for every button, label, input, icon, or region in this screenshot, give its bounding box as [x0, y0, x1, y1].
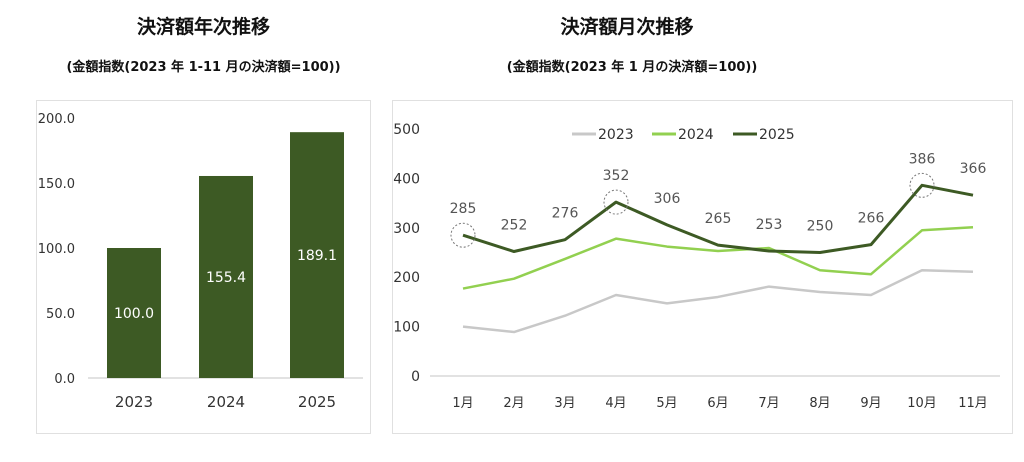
legend-label-2023: 2023 — [598, 127, 634, 143]
x-tick-label: 4月 — [605, 396, 626, 411]
monthly-chart-frame — [392, 100, 1013, 434]
y-tick-label: 0.0 — [54, 372, 75, 387]
data-label: 266 — [858, 211, 885, 227]
data-label: 276 — [552, 206, 579, 222]
bar-value-label: 155.4 — [206, 270, 246, 286]
data-label: 250 — [807, 219, 834, 235]
y-tick-label: 200.0 — [38, 112, 75, 127]
y-tick-label: 50.0 — [46, 307, 75, 322]
x-tick-label: 2024 — [207, 393, 245, 411]
x-tick-label: 7月 — [758, 396, 779, 411]
bar-2023 — [107, 248, 161, 378]
series-line-2025 — [462, 183, 974, 254]
data-label: 285 — [450, 201, 477, 217]
data-label: 265 — [705, 211, 732, 227]
monthly-chart-subtitle: (金額指数(2023 年 1 月の決済額=100)) — [506, 60, 758, 75]
x-tick-label: 9月 — [860, 396, 881, 411]
data-label: 253 — [756, 217, 783, 233]
y-tick-label: 0 — [411, 369, 420, 385]
x-tick-label: 2023 — [115, 393, 153, 411]
highlight-circle — [909, 172, 935, 198]
highlight-circle — [603, 189, 629, 215]
annual-chart-subtitle: (金額指数(2023 年 1-11 月の決済額=100)) — [66, 60, 341, 75]
y-tick-label: 100.0 — [38, 242, 75, 257]
y-tick-label: 500 — [393, 122, 420, 138]
bar-2025 — [290, 132, 344, 378]
bar-2024 — [199, 175, 253, 378]
data-label: 306 — [654, 191, 681, 207]
x-tick-label: 6月 — [707, 396, 728, 411]
y-tick-label: 200 — [393, 270, 420, 286]
x-tick-label: 1月 — [452, 396, 473, 411]
x-tick-label: 8月 — [809, 396, 830, 411]
series-line-2023 — [462, 269, 974, 334]
data-label: 352 — [603, 168, 630, 184]
legend-label-2025: 2025 — [759, 127, 795, 143]
y-tick-label: 150.0 — [38, 177, 75, 192]
series-line-2024 — [462, 226, 974, 290]
legend-label-2024: 2024 — [678, 127, 714, 143]
y-tick-label: 300 — [393, 221, 420, 237]
data-label: 386 — [909, 151, 936, 167]
x-tick-label: 3月 — [554, 396, 575, 411]
annual-chart-title: 決済額年次推移 — [136, 16, 270, 38]
x-tick-label: 10月 — [907, 396, 937, 411]
y-tick-label: 400 — [393, 171, 420, 187]
x-tick-label: 2月 — [503, 396, 524, 411]
x-tick-label: 2025 — [298, 393, 336, 411]
bar-value-label: 189.1 — [297, 248, 337, 264]
bar-value-label: 100.0 — [114, 306, 154, 322]
x-tick-label: 5月 — [656, 396, 677, 411]
data-label: 366 — [960, 161, 987, 177]
y-tick-label: 100 — [393, 320, 420, 336]
x-tick-label: 11月 — [958, 396, 988, 411]
highlight-circle — [450, 222, 476, 248]
monthly-chart-title: 決済額月次推移 — [560, 16, 694, 38]
data-label: 252 — [501, 218, 528, 234]
